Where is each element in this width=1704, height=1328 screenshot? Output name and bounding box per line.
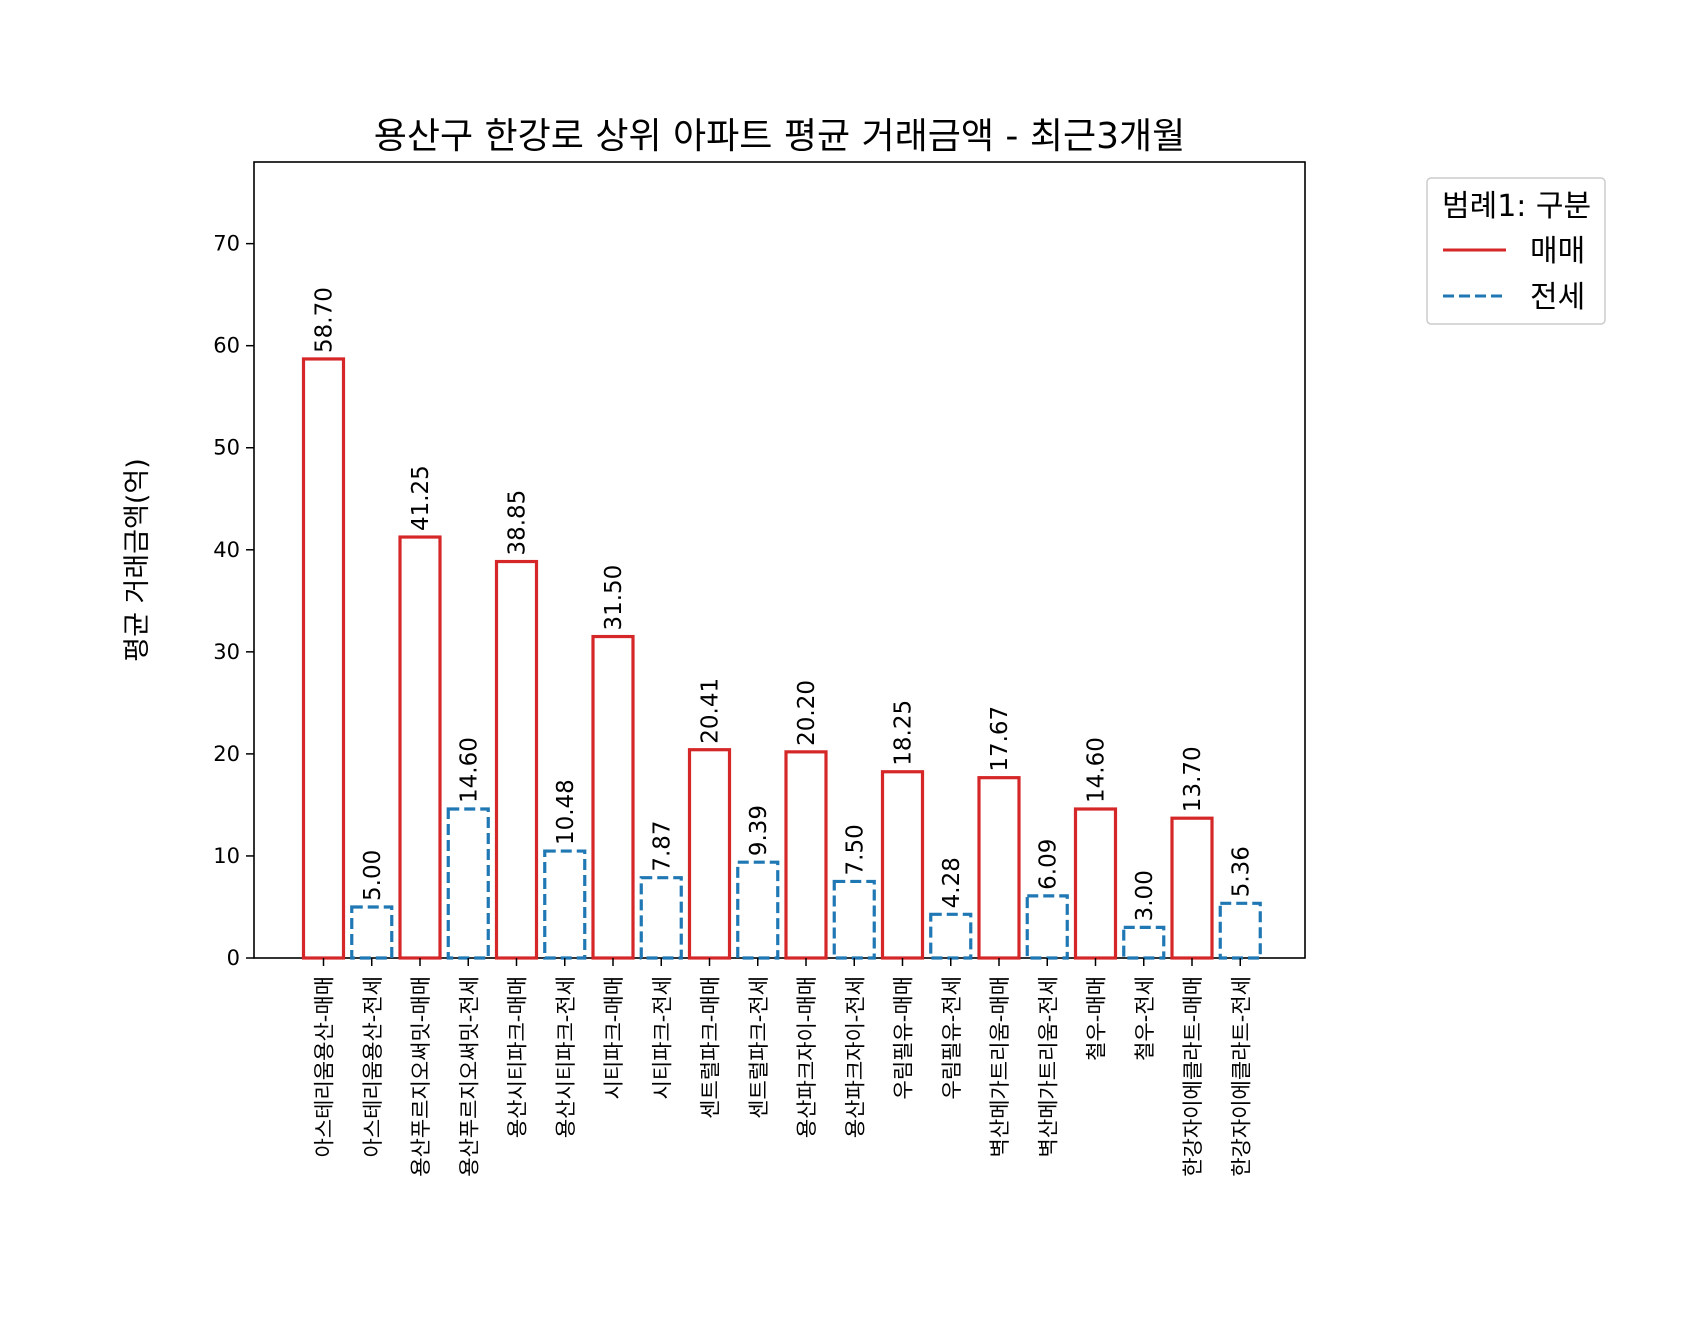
- x-tick-label-6: 용산시티파크-전세: [554, 976, 578, 1138]
- bar-13: [880, 770, 925, 960]
- data-label-1: 58.70: [312, 287, 338, 353]
- data-label-11: 20.20: [794, 680, 820, 746]
- legend: 범례1: 구분 매매 전세: [1426, 177, 1606, 325]
- x-tick-label-15: 벽산메가트리움-매매: [988, 976, 1012, 1157]
- y-tick-label: 40: [213, 538, 240, 562]
- bar-7: [591, 634, 635, 960]
- data-label-8: 7.87: [649, 820, 675, 871]
- data-label-5: 38.85: [505, 490, 531, 556]
- x-tick-label-1: 아스테리움용산-매매: [313, 976, 337, 1157]
- bar-8: [639, 876, 683, 960]
- y-tick-label: 0: [227, 946, 240, 970]
- bar-15: [977, 776, 1021, 960]
- x-tick-label-18: 철우-전세: [1133, 976, 1157, 1061]
- data-label-4: 14.60: [456, 737, 482, 803]
- x-tick-label-3: 용산푸르지오써밋-매매: [409, 976, 433, 1177]
- x-tick-label-13: 우림필유-매매: [892, 976, 916, 1100]
- plot-frame: [253, 161, 1306, 959]
- y-tick-label: 50: [213, 436, 240, 460]
- data-label-6: 10.48: [553, 779, 579, 845]
- data-label-16: 6.09: [1035, 839, 1061, 890]
- bar-16: [1025, 894, 1069, 960]
- data-label-13: 18.25: [891, 700, 917, 766]
- bar-10: [736, 860, 780, 960]
- bar-18: [1122, 925, 1166, 960]
- x-tick-label-2: 아스테리움용산-전세: [361, 976, 385, 1157]
- bar-9: [687, 748, 732, 960]
- y-tick-label: 10: [213, 844, 240, 868]
- bars-group: 58.70 5.00 41.25 14.60 38.85 10.48 31.50 7.87 20…: [301, 287, 1262, 960]
- data-label-15: 17.67: [987, 706, 1013, 772]
- bar-12: [832, 879, 876, 960]
- data-label-10: 9.39: [746, 805, 772, 856]
- data-label-12: 7.50: [842, 824, 868, 875]
- data-label-18: 3.00: [1132, 870, 1158, 921]
- y-tick-label: 20: [213, 742, 240, 766]
- bar-4: [446, 807, 490, 960]
- bar-17: [1073, 807, 1118, 960]
- x-tick-label-19: 한강자이에클라트-매매: [1181, 976, 1205, 1177]
- chart-title: 용산구 한강로 상위 아파트 평균 거래금액 - 최근3개월: [374, 116, 1186, 157]
- legend-label-매매: 매매: [1530, 234, 1585, 269]
- data-label-20: 5.36: [1228, 846, 1254, 897]
- bar-14: [929, 912, 973, 960]
- bar-5: [494, 559, 539, 960]
- legend-title: 범례1: 구분: [1442, 189, 1591, 224]
- y-axis-label: 평균 거래금액(억): [122, 458, 153, 662]
- data-label-9: 20.41: [698, 678, 724, 744]
- legend-label-전세: 전세: [1530, 280, 1585, 315]
- x-tick-label-17: 철우-매매: [1085, 976, 1109, 1061]
- legend-box: [1426, 177, 1606, 325]
- data-label-19: 13.70: [1180, 746, 1206, 812]
- bar-20: [1218, 901, 1262, 960]
- x-tick-label-14: 우림필유-전세: [940, 976, 964, 1100]
- y-axis-ticks: 0 10 20 30 40 50 60 70: [213, 232, 254, 970]
- bar-19: [1170, 816, 1214, 960]
- bar-6: [543, 849, 587, 960]
- x-tick-label-12: 용산파크자이-전세: [843, 976, 867, 1138]
- data-label-7: 31.50: [601, 565, 627, 631]
- y-tick-label: 60: [213, 334, 240, 358]
- x-tick-label-5: 용산시티파크-매매: [506, 976, 530, 1138]
- x-tick-label-11: 용산파크자이-매매: [795, 976, 819, 1138]
- x-tick-label-4: 용산푸르지오써밋-전세: [457, 976, 481, 1177]
- y-tick-label: 30: [213, 640, 240, 664]
- data-label-2: 5.00: [360, 850, 386, 901]
- data-label-14: 4.28: [939, 857, 965, 908]
- data-label-17: 14.60: [1084, 737, 1110, 803]
- bar-2: [350, 905, 394, 960]
- bar-11: [784, 750, 828, 960]
- x-tick-label-20: 한강자이에클라트-전세: [1229, 976, 1253, 1177]
- bar-3: [398, 535, 442, 960]
- bar-1: [301, 357, 346, 960]
- x-tick-label-16: 벽산메가트리움-전세: [1036, 976, 1060, 1157]
- y-tick-label: 70: [213, 232, 240, 256]
- data-label-3: 41.25: [408, 465, 434, 531]
- x-tick-label-10: 센트럴파크-전세: [747, 976, 771, 1119]
- x-tick-label-8: 시티파크-전세: [650, 976, 674, 1100]
- x-tick-label-7: 시티파크-매매: [602, 976, 626, 1100]
- x-axis-ticks: 아스테리움용산-매매 아스테리움용산-전세 용산푸르지오써밋-매매 용산푸르지오써밋-…: [313, 958, 1253, 1177]
- x-tick-label-9: 센트럴파크-매매: [699, 976, 723, 1119]
